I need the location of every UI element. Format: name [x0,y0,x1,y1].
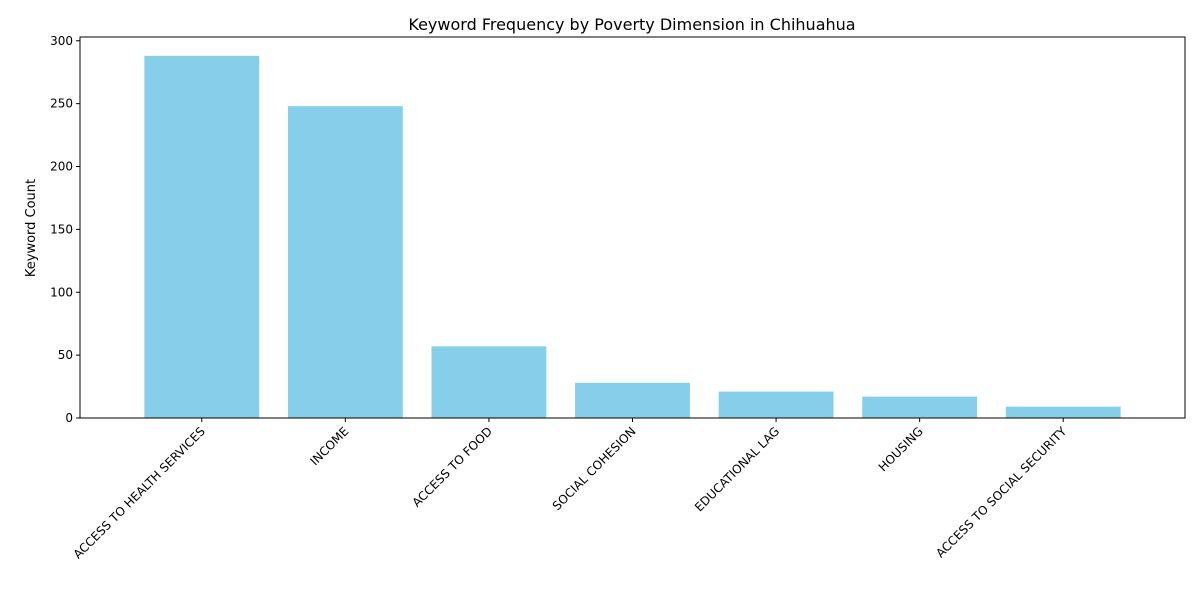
bar [1005,406,1121,418]
y-axis-ticks: 0 50 100 150 200 250 300 [50,34,80,425]
y-tick-label: 300 [50,34,73,48]
x-tick-label: INCOME [307,424,351,468]
x-tick-label: SOCIAL COHESION [550,424,639,513]
x-tick-label: ACCESS TO HEALTH SERVICES [71,424,208,561]
x-axis-ticks: ACCESS TO HEALTH SERVICES INCOME ACCESS TO… [71,418,1070,562]
y-tick-label: 100 [50,285,73,299]
x-tick-label: EDUCATIONAL LAG [692,424,782,514]
plot-frame [79,36,1186,419]
bar [287,106,403,418]
y-tick-label: 50 [58,348,73,362]
x-tick-label: ACCESS TO FOOD [409,424,495,510]
bar [862,396,978,418]
chart-title: Keyword Frequency by Poverty Dimension i… [408,15,855,34]
x-tick-label: ACCESS TO SOCIAL SECURITY [933,424,1070,561]
x-tick-label: HOUSING [876,424,926,474]
bar [431,346,547,418]
bar [718,391,834,418]
y-tick-label: 250 [50,97,73,111]
y-tick-label: 200 [50,160,73,174]
bar [144,55,260,418]
y-axis-label: Keyword Count [24,179,39,277]
y-tick-label: 0 [65,411,73,425]
y-tick-label: 150 [50,222,73,236]
bars-group [144,55,1121,418]
bar [575,382,690,418]
